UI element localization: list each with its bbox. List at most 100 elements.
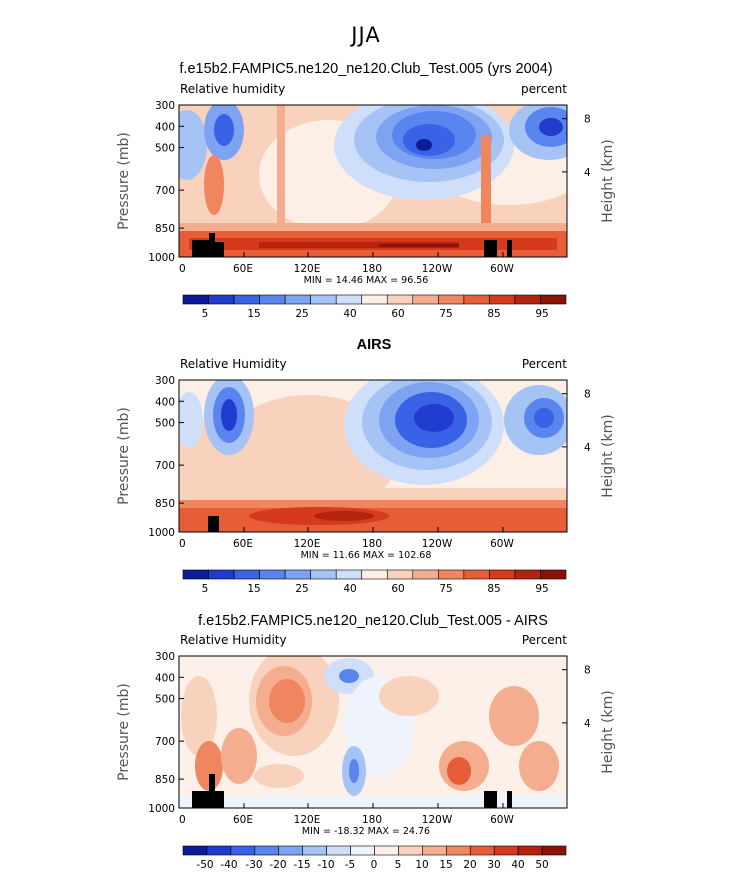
colorbar-label: 40 (511, 859, 524, 871)
y-tick-label: 1000 (148, 252, 175, 264)
y-tick-label: 700 (155, 460, 175, 472)
colorbar-swatch (208, 569, 235, 580)
colorbar-swatch (335, 569, 363, 580)
y-tick-label: 400 (155, 121, 175, 133)
contour-region (489, 686, 539, 746)
contour-region (534, 408, 554, 428)
contour-region (403, 124, 455, 156)
contour-region (416, 139, 432, 151)
x-tick-label: 60E (233, 814, 253, 826)
colorbar-swatch (284, 569, 311, 580)
colorbar-label: 10 (415, 859, 428, 871)
x-tick-label: 120W (422, 538, 453, 550)
panel-title: f.e15b2.FAMPIC5.ne120_ne120.Club_Test.00… (198, 613, 548, 629)
colorbar-swatch (514, 294, 541, 305)
colorbar-swatch (517, 845, 543, 856)
y2-tick-label: 8 (584, 665, 591, 677)
heatmap-field (179, 380, 567, 532)
y-tick-label: 500 (155, 694, 175, 706)
colorbar-label: -30 (245, 859, 262, 871)
colorbar-swatch (489, 294, 516, 305)
topography-block (507, 240, 512, 257)
contour-region (481, 135, 491, 225)
colorbar-swatch (259, 294, 286, 305)
colorbar-swatch (206, 845, 232, 856)
y-tick-label: 300 (155, 651, 175, 663)
colorbar-label: 60 (391, 583, 404, 595)
x-tick-label: 60W (490, 538, 514, 550)
topography-block (215, 242, 224, 257)
colorbar-swatch (514, 569, 541, 580)
y-tick-label: 400 (155, 672, 175, 684)
colorbar-swatch (350, 845, 375, 856)
contour-region (414, 404, 454, 432)
colorbar-label: -40 (220, 859, 237, 871)
contour-region (181, 676, 217, 756)
contour-region (447, 757, 471, 785)
topography-block (484, 791, 497, 808)
colorbar-swatch (361, 294, 388, 305)
y2-tick-label: 8 (584, 114, 591, 126)
x-tick-label: 0 (179, 263, 186, 275)
colorbar-swatch (398, 845, 423, 856)
colorbar-swatch (493, 845, 519, 856)
contour-region (349, 759, 359, 783)
colorbar-label: 20 (463, 859, 476, 871)
contour-region (221, 399, 237, 431)
contour-region (277, 105, 285, 225)
colorbar-label: 25 (295, 583, 308, 595)
colorbar-swatch (182, 294, 209, 305)
y-tick-label: 850 (155, 774, 175, 786)
y2-tick-label: 8 (584, 389, 591, 401)
y2-tick-label: 4 (584, 718, 591, 730)
colorbar-label: 15 (247, 583, 260, 595)
contour-region (195, 741, 223, 791)
colorbar-swatch (386, 569, 414, 580)
colorbar-label: -20 (269, 859, 286, 871)
colorbar-swatch (233, 294, 260, 305)
colorbar-label: 40 (343, 308, 356, 320)
colorbar-swatch (254, 845, 280, 856)
colorbar-label: 75 (439, 583, 452, 595)
y-tick-label: 500 (155, 143, 175, 155)
contour-region (214, 114, 234, 146)
colorbar-label: -10 (317, 859, 334, 871)
heatmap-field (179, 656, 567, 808)
topography-block (484, 240, 497, 257)
y-tick-label: 850 (155, 223, 175, 235)
y-tick-label: 400 (155, 396, 175, 408)
x-tick-label: 120W (422, 263, 453, 275)
x-tick-label: 120E (294, 538, 321, 550)
colorbar-swatch (412, 569, 439, 580)
y-axis-title: Pressure (mb) (116, 683, 132, 781)
y-tick-label: 850 (155, 498, 175, 510)
colorbar-label: 25 (295, 308, 308, 320)
contour-region (519, 741, 559, 791)
contour-region (379, 244, 459, 247)
colorbar-label: -5 (345, 859, 355, 871)
colorbar-swatch (302, 845, 327, 856)
contour-region (254, 764, 304, 788)
topography-block (507, 791, 512, 808)
colorbar-swatch (182, 845, 208, 856)
colorbar-swatch (386, 294, 414, 305)
x-tick-label: 60E (233, 538, 253, 550)
x-tick-label: 0 (179, 814, 186, 826)
topography-block (192, 791, 209, 808)
colorbar-label: 40 (343, 583, 356, 595)
contour-region (259, 242, 459, 248)
y2-tick-label: 4 (584, 167, 591, 179)
x-tick-label: 180 (362, 814, 382, 826)
colorbar-label: 95 (535, 308, 548, 320)
panel-1: f.e15b2.FAMPIC5.ne120_ne120.Club_Test.00… (116, 61, 616, 320)
y-tick-label: 700 (155, 185, 175, 197)
y-tick-label: 1000 (148, 803, 175, 815)
colorbar-swatch (438, 569, 465, 580)
contour-region (314, 511, 374, 521)
colorbar-swatch (361, 569, 388, 580)
variable-label: Relative humidity (180, 82, 285, 96)
colorbar-swatch (278, 845, 303, 856)
variable-label: Relative Humidity (180, 633, 287, 647)
colorbar-label: 50 (535, 859, 548, 871)
